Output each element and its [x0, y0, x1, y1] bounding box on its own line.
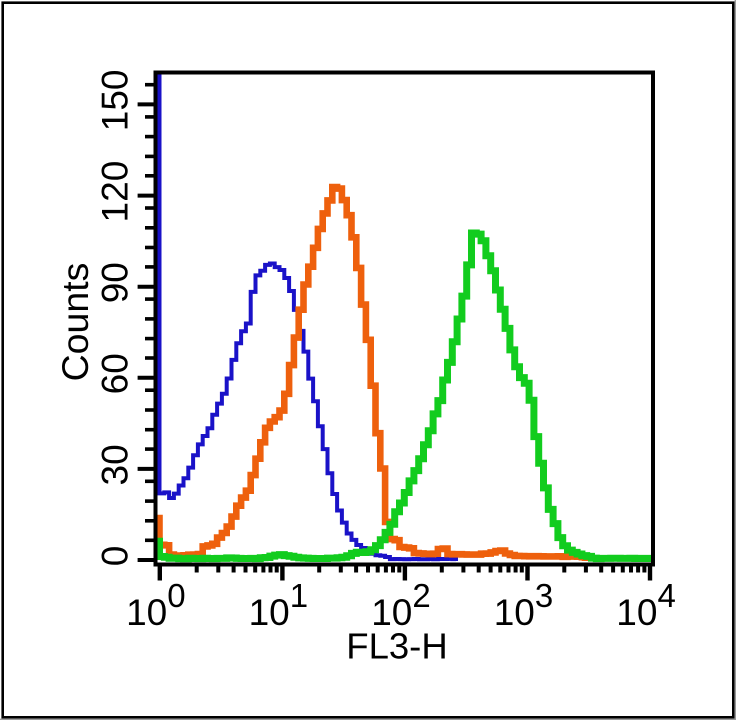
svg-text:150: 150 — [95, 70, 136, 132]
svg-text:90: 90 — [95, 262, 136, 303]
svg-text:60: 60 — [95, 353, 136, 394]
svg-text:Counts: Counts — [54, 263, 96, 382]
svg-text:30: 30 — [95, 444, 136, 485]
svg-text:FL3-H: FL3-H — [346, 626, 447, 667]
svg-text:0: 0 — [95, 546, 136, 567]
svg-text:120: 120 — [95, 161, 136, 223]
